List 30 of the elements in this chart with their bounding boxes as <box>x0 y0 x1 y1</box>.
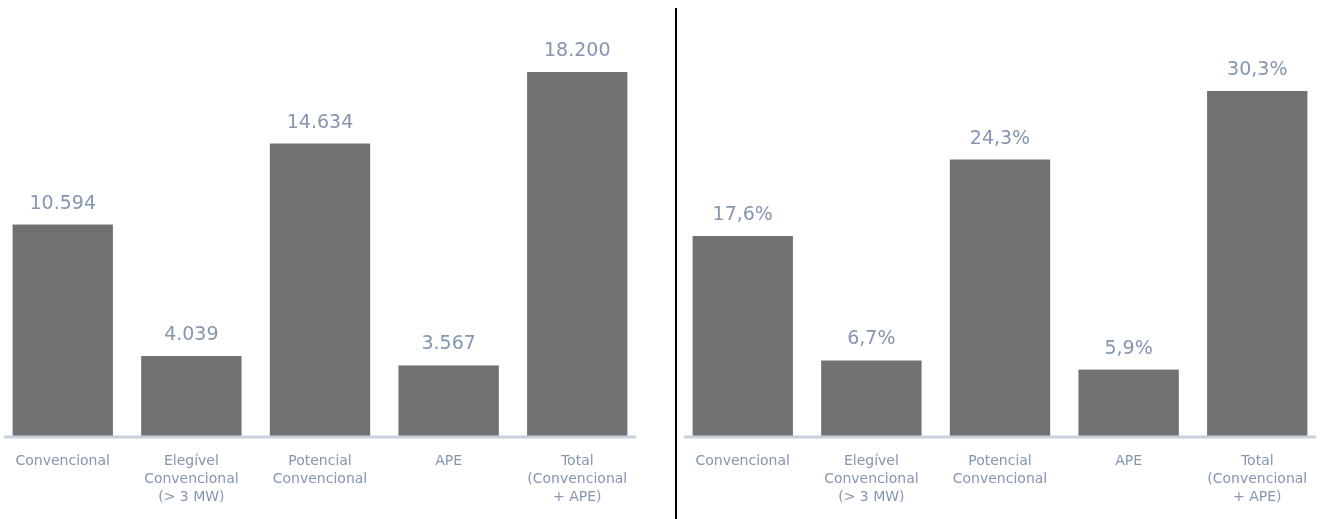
data-label: 17,6% <box>712 202 773 225</box>
bar <box>692 236 793 437</box>
bar <box>269 143 371 437</box>
data-label: 4.039 <box>164 322 219 344</box>
x-tick-label: Potencial Convencional <box>272 452 368 486</box>
bar <box>141 356 242 437</box>
bar <box>1078 369 1179 437</box>
bar <box>821 360 922 437</box>
bar <box>949 159 1051 437</box>
bar <box>12 224 113 437</box>
data-label: 3.567 <box>421 331 476 354</box>
x-tick-label: Convencional <box>695 452 790 468</box>
x-tick-label: Elegível Convencional (> 3 MW) <box>824 452 919 504</box>
data-label: 30,3% <box>1227 57 1288 79</box>
data-label: 10.594 <box>29 190 96 213</box>
data-label: 18.200 <box>544 38 611 60</box>
x-tick-label: Total (Convencional + APE) <box>1207 452 1308 504</box>
x-tick-label: Total (Convencional + APE) <box>527 452 628 504</box>
bar <box>398 365 499 437</box>
bar <box>527 72 628 437</box>
bar <box>1207 91 1308 437</box>
data-label: 6,7% <box>847 326 896 349</box>
data-label: 24,3% <box>969 125 1031 148</box>
data-label: 14.634 <box>286 109 354 132</box>
x-tick-label: Elegível Convencional (> 3 MW) <box>144 452 239 504</box>
x-tick-label: Potencial Convencional <box>952 452 1048 486</box>
x-tick-label: APE <box>1115 452 1143 468</box>
data-label: 5,9% <box>1104 335 1153 358</box>
x-tick-label: Convencional <box>15 452 110 468</box>
x-tick-label: APE <box>435 452 463 468</box>
